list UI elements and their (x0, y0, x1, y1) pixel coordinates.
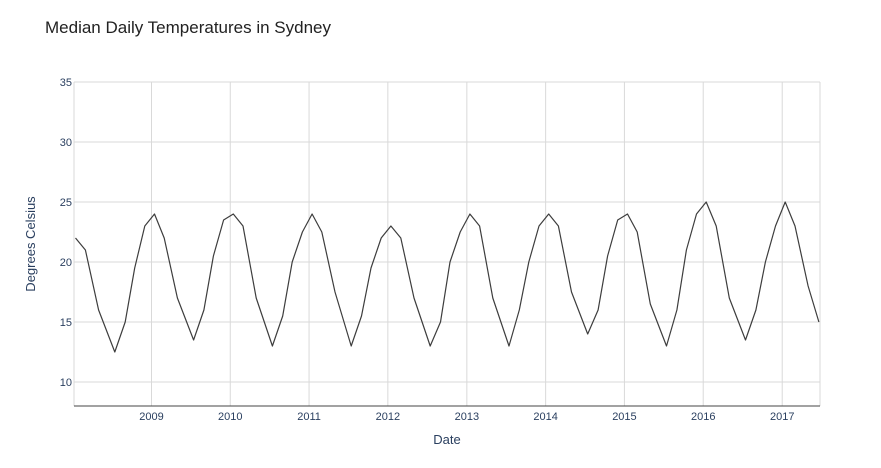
x-tick-label: 2012 (376, 411, 400, 423)
x-tick-label: 2016 (691, 411, 715, 423)
series-line (75, 201, 820, 353)
x-tick-label: 2011 (297, 411, 321, 423)
x-tick-label: 2009 (139, 411, 163, 423)
x-axis-title: Date (433, 432, 460, 447)
x-tick-label: 2010 (218, 411, 242, 423)
y-axis-title: Degrees Celsius (23, 196, 38, 292)
series-layer (75, 201, 820, 353)
y-tick-label: 30 (60, 137, 72, 149)
x-tick-label: 2013 (455, 411, 479, 423)
y-tick-label: 25 (60, 197, 72, 209)
x-tick-label: 2015 (612, 411, 636, 423)
y-tick-label: 15 (60, 317, 72, 329)
x-tick-label: 2017 (770, 411, 794, 423)
y-tick-label: 35 (60, 77, 72, 89)
tick-labels: 10 15 20 25 30 35 2009 2010 2011 2012 2013 2014 2015… (60, 77, 795, 423)
x-tick-label: 2014 (533, 411, 557, 423)
chart-title: Median Daily Temperatures in Sydney (45, 18, 331, 37)
gridlines (73, 81, 821, 406)
y-tick-label: 20 (60, 257, 72, 269)
y-tick-label: 10 (60, 377, 72, 389)
